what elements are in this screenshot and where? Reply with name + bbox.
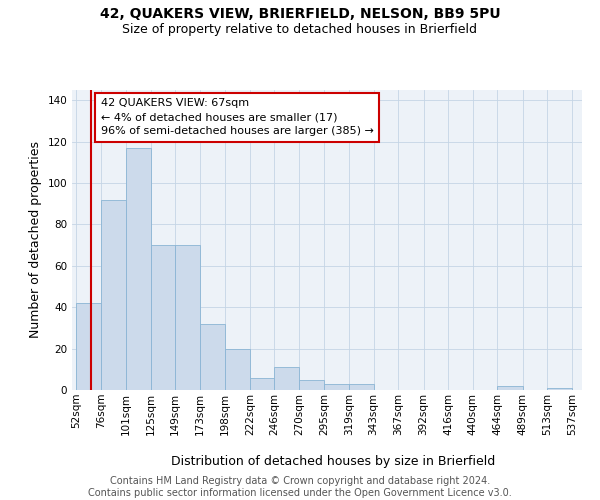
Text: 42, QUAKERS VIEW, BRIERFIELD, NELSON, BB9 5PU: 42, QUAKERS VIEW, BRIERFIELD, NELSON, BB… (100, 8, 500, 22)
Bar (547, 388, 572, 390)
Bar (497, 386, 523, 390)
Bar (200, 324, 226, 390)
Bar (101, 200, 126, 390)
Text: 42 QUAKERS VIEW: 67sqm
← 4% of detached houses are smaller (17)
96% of semi-deta: 42 QUAKERS VIEW: 67sqm ← 4% of detached … (101, 98, 373, 136)
Bar (299, 380, 325, 390)
Bar (151, 245, 175, 390)
Bar (274, 367, 299, 390)
Bar (175, 245, 200, 390)
Bar (349, 384, 374, 390)
Bar (250, 378, 274, 390)
Y-axis label: Number of detached properties: Number of detached properties (29, 142, 42, 338)
Text: Size of property relative to detached houses in Brierfield: Size of property relative to detached ho… (122, 22, 478, 36)
Text: Contains HM Land Registry data © Crown copyright and database right 2024.
Contai: Contains HM Land Registry data © Crown c… (88, 476, 512, 498)
Text: Distribution of detached houses by size in Brierfield: Distribution of detached houses by size … (171, 454, 495, 468)
Bar (126, 148, 151, 390)
Bar (226, 348, 250, 390)
Bar (76, 303, 101, 390)
Bar (325, 384, 349, 390)
